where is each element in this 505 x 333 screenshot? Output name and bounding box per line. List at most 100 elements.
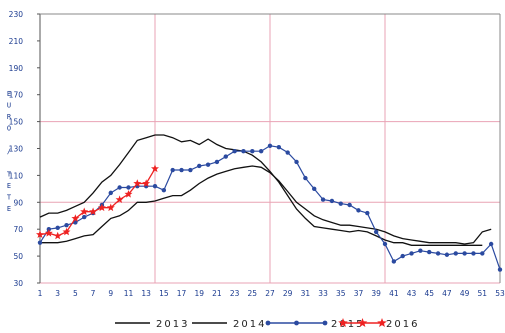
series-2016-point-4 xyxy=(62,227,71,236)
x-tick-label-9: 9 xyxy=(108,289,113,298)
series-2015-point-10 xyxy=(117,185,122,190)
series-2015-point-50 xyxy=(471,251,476,256)
y-tick-label-90: 90 xyxy=(13,198,23,207)
x-tick-label-1: 1 xyxy=(38,289,43,298)
legend-marker-2015-1 xyxy=(294,320,299,326)
series-2015-point-26 xyxy=(258,148,264,154)
x-tick-label-39: 39 xyxy=(371,289,381,298)
x-tick-label-37: 37 xyxy=(354,289,364,298)
x-tick-label-15: 15 xyxy=(159,289,169,298)
x-tick-label-23: 23 xyxy=(230,289,240,298)
legend-marker-2016-2 xyxy=(377,318,387,327)
series-2016-point-11 xyxy=(124,190,133,198)
x-tick-label-21: 21 xyxy=(212,289,222,298)
series-2015-point-36 xyxy=(347,202,352,208)
series-2016-point-6 xyxy=(80,207,89,216)
x-tick-label-43: 43 xyxy=(407,289,417,298)
series-2015-point-20 xyxy=(205,162,211,167)
series-2016-point-12 xyxy=(133,179,142,187)
series-2015-point-4 xyxy=(64,222,69,228)
x-tick-label-17: 17 xyxy=(177,289,187,298)
series-2015-point-19 xyxy=(197,163,202,169)
series-2016-point-8 xyxy=(97,203,106,212)
y-tick-label-30: 30 xyxy=(13,279,23,288)
series-2015-point-51 xyxy=(480,251,485,256)
y-tick-label-110: 110 xyxy=(9,171,24,180)
series-2015-point-52 xyxy=(488,241,494,247)
y-tick-label-70: 70 xyxy=(13,225,23,234)
x-tick-label-45: 45 xyxy=(424,289,434,298)
legend-label-2015: 2015 xyxy=(331,319,364,330)
series-2015-point-43 xyxy=(409,251,414,256)
series-2016-point-2 xyxy=(44,229,53,237)
y-tick-label-130: 130 xyxy=(9,145,24,154)
legend-label-2016: 2016 xyxy=(386,319,419,330)
x-axis-ticks: 1 3 5 7 9 11 13 15 17 19 21 23 25 27 29 31 33 35 37 39 41 43 4… xyxy=(38,289,505,298)
series-2016-point-3 xyxy=(53,231,62,240)
series-2015-point-39 xyxy=(373,229,379,235)
series-2015-point-22 xyxy=(223,154,228,159)
legend-label-2014: 2014 xyxy=(233,319,266,330)
series-2015-point-21 xyxy=(214,159,220,165)
series-2015-point-45 xyxy=(427,249,432,255)
series-2015-point-53 xyxy=(497,267,503,272)
series-2016-point-14 xyxy=(151,164,159,173)
series-2015-point-42 xyxy=(400,253,405,259)
series-2015-point-27 xyxy=(267,143,273,149)
plot-series xyxy=(36,134,503,272)
series-2015-point-17 xyxy=(179,167,184,173)
series-2015-point-3 xyxy=(55,225,60,231)
series-2015-point-38 xyxy=(365,210,370,216)
y-tick-label-50: 50 xyxy=(13,252,23,261)
series-2015-point-14 xyxy=(152,183,158,189)
x-tick-label-27: 27 xyxy=(265,289,275,298)
series-2016-point-5 xyxy=(71,214,80,222)
series-2014-line xyxy=(39,134,483,246)
series-2015-point-47 xyxy=(444,252,450,257)
series-2016-point-7 xyxy=(89,207,98,216)
series-2015-point-31 xyxy=(303,175,308,181)
series-2015-point-15 xyxy=(161,187,167,193)
x-tick-label-41: 41 xyxy=(389,289,399,298)
series-2016-point-1 xyxy=(36,230,44,238)
series-2015-point-5 xyxy=(73,220,78,225)
legend-marker-2015-0 xyxy=(265,320,271,326)
series-2015-point-33 xyxy=(320,197,326,202)
y-tick-label-230: 230 xyxy=(9,10,24,19)
x-tick-label-13: 13 xyxy=(141,289,151,298)
series-2015-point-16 xyxy=(170,167,175,173)
x-tick-label-51: 51 xyxy=(478,289,488,298)
legend-marker-2015-2 xyxy=(322,320,328,326)
x-tick-label-33: 33 xyxy=(318,289,328,298)
y-tick-label-170: 170 xyxy=(9,91,24,100)
x-tick-label-25: 25 xyxy=(248,289,258,298)
series-2015-point-49 xyxy=(462,251,467,256)
series-2015-point-18 xyxy=(188,167,193,173)
x-tick-label-35: 35 xyxy=(336,289,346,298)
x-tick-label-11: 11 xyxy=(124,289,134,298)
series-2015-point-41 xyxy=(391,259,397,264)
x-tick-label-31: 31 xyxy=(301,289,311,298)
series-2015-point-6 xyxy=(82,214,87,220)
x-tick-label-3: 3 xyxy=(55,289,60,298)
series-2016-point-9 xyxy=(106,203,115,212)
series-2015-point-11 xyxy=(126,185,131,190)
y-tick-label-190: 190 xyxy=(9,64,24,73)
y-axis-ticks: 30 50 70 90 110 130 150 170 190 210 230 xyxy=(9,10,40,288)
legend-marker-2016-1 xyxy=(357,318,368,327)
series-2015-point-1 xyxy=(37,240,43,245)
legend-marker-2016-0 xyxy=(338,318,348,327)
series-2015-point-34 xyxy=(329,198,335,204)
legend: 2013 2014 2015 2016 xyxy=(115,318,419,330)
x-tick-label-49: 49 xyxy=(460,289,470,298)
x-tick-label-53: 53 xyxy=(495,289,505,298)
legend-label-2013: 2013 xyxy=(156,319,189,330)
series-2015-point-28 xyxy=(276,144,282,150)
series-2015-point-48 xyxy=(453,251,458,256)
series-2015-point-35 xyxy=(338,201,343,206)
series-2015-point-25 xyxy=(250,148,255,154)
y-tick-label-210: 210 xyxy=(9,37,24,46)
